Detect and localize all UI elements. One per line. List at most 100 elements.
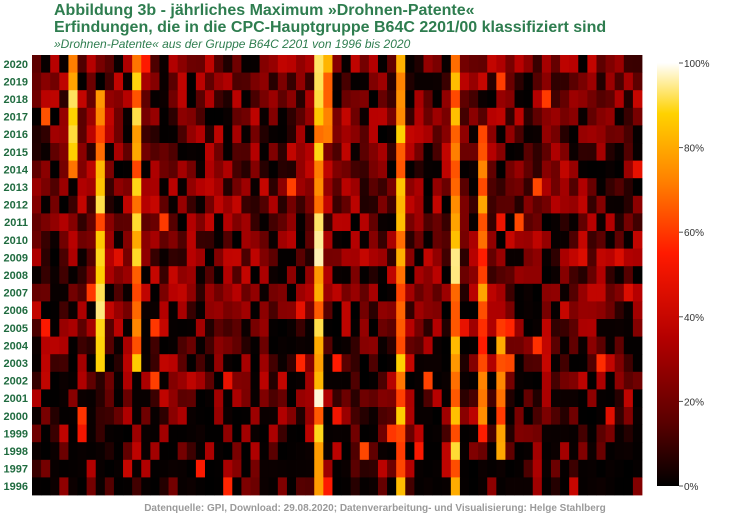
heatmap-cell: [32, 266, 42, 284]
heatmap-cell: [396, 231, 406, 249]
heatmap-cell: [332, 108, 342, 126]
heatmap-cell: [423, 266, 433, 284]
heatmap-cell: [551, 354, 561, 372]
heatmap-cell: [587, 460, 597, 478]
heatmap-cell: [606, 354, 616, 372]
heatmap-cell: [405, 266, 415, 284]
heatmap-cell: [332, 249, 342, 267]
heatmap-cell: [232, 108, 242, 126]
heatmap-cell: [105, 196, 115, 214]
heatmap-cell: [387, 213, 397, 231]
heatmap-cell: [624, 425, 634, 443]
heatmap-cell: [287, 319, 297, 337]
heatmap-cell: [32, 389, 42, 407]
heatmap-cell: [478, 477, 488, 495]
heatmap-cell: [132, 90, 142, 108]
heatmap-cell: [278, 213, 288, 231]
heatmap-cell: [323, 442, 333, 460]
heatmap-cell: [32, 337, 42, 355]
heatmap-cell: [132, 407, 142, 425]
heatmap-cell: [241, 389, 251, 407]
heatmap-cell: [587, 477, 597, 495]
heatmap-cell: [378, 178, 388, 196]
heatmap-cell: [196, 284, 206, 302]
heatmap-cell: [269, 55, 279, 73]
heatmap-cell: [433, 161, 443, 179]
heatmap-cell: [524, 178, 534, 196]
heatmap-cell: [278, 125, 288, 143]
heatmap-cell: [578, 337, 588, 355]
heatmap-cell: [305, 337, 315, 355]
heatmap-cell: [369, 231, 379, 249]
heatmap-cell: [260, 477, 270, 495]
heatmap-cell: [87, 161, 97, 179]
heatmap-cell: [596, 196, 606, 214]
heatmap-cell: [624, 354, 634, 372]
heatmap-cell: [132, 161, 142, 179]
heatmap-cell: [196, 372, 206, 390]
heatmap-cell: [196, 301, 206, 319]
heatmap-cell: [96, 90, 106, 108]
year-tick-label: 2008: [4, 270, 28, 282]
heatmap-cell: [169, 249, 179, 267]
heatmap-cell: [569, 301, 579, 319]
heatmap-cell: [405, 301, 415, 319]
heatmap-cell: [569, 213, 579, 231]
heatmap-cell: [105, 73, 115, 91]
heatmap-cell: [251, 354, 261, 372]
heatmap-cell: [150, 90, 160, 108]
heatmap-cell: [405, 354, 415, 372]
colorbar-tick-label: 0%: [684, 482, 699, 493]
heatmap-cell: [524, 301, 534, 319]
heatmap-cell: [232, 125, 242, 143]
heatmap-cell: [360, 477, 370, 495]
heatmap-cell: [323, 337, 333, 355]
heatmap-cell: [314, 196, 324, 214]
heatmap-cell: [132, 125, 142, 143]
heatmap-cell: [305, 301, 315, 319]
heatmap-cell: [332, 178, 342, 196]
heatmap-cell: [405, 372, 415, 390]
heatmap-cell: [114, 108, 124, 126]
heatmap-cell: [360, 73, 370, 91]
heatmap-cell: [396, 55, 406, 73]
heatmap-cell: [378, 108, 388, 126]
heatmap-cell: [533, 178, 543, 196]
heatmap-cell: [332, 425, 342, 443]
heatmap-cell: [423, 337, 433, 355]
heatmap-cell: [123, 213, 133, 231]
heatmap-cell: [178, 372, 188, 390]
heatmap-cell: [260, 231, 270, 249]
heatmap-cell: [515, 196, 525, 214]
heatmap-cell: [396, 389, 406, 407]
heatmap-cell: [442, 460, 452, 478]
heatmap-cell: [596, 477, 606, 495]
heatmap-cell: [442, 73, 452, 91]
heatmap-cell: [342, 319, 352, 337]
heatmap-cell: [460, 55, 470, 73]
heatmap-cell: [587, 407, 597, 425]
heatmap-cell: [214, 178, 224, 196]
heatmap-cell: [624, 213, 634, 231]
heatmap-cell: [378, 143, 388, 161]
heatmap-cell: [487, 55, 497, 73]
heatmap-cell: [414, 161, 424, 179]
heatmap-cell: [123, 477, 133, 495]
heatmap-cell: [59, 442, 68, 460]
heatmap-cell: [205, 125, 215, 143]
heatmap-cell: [423, 73, 433, 91]
heatmap-cell: [460, 231, 470, 249]
heatmap-cell: [487, 389, 497, 407]
heatmap-cell: [169, 213, 179, 231]
heatmap-cell: [351, 143, 361, 161]
heatmap-cell: [387, 425, 397, 443]
heatmap-cell: [496, 319, 506, 337]
heatmap-cell: [150, 55, 160, 73]
heatmap-cell: [460, 407, 470, 425]
heatmap-cell: [369, 196, 379, 214]
heatmap-cell: [232, 425, 242, 443]
heatmap-cell: [414, 108, 424, 126]
heatmap-cell: [269, 266, 279, 284]
heatmap-cell: [624, 301, 634, 319]
heatmap-cell: [78, 372, 88, 390]
